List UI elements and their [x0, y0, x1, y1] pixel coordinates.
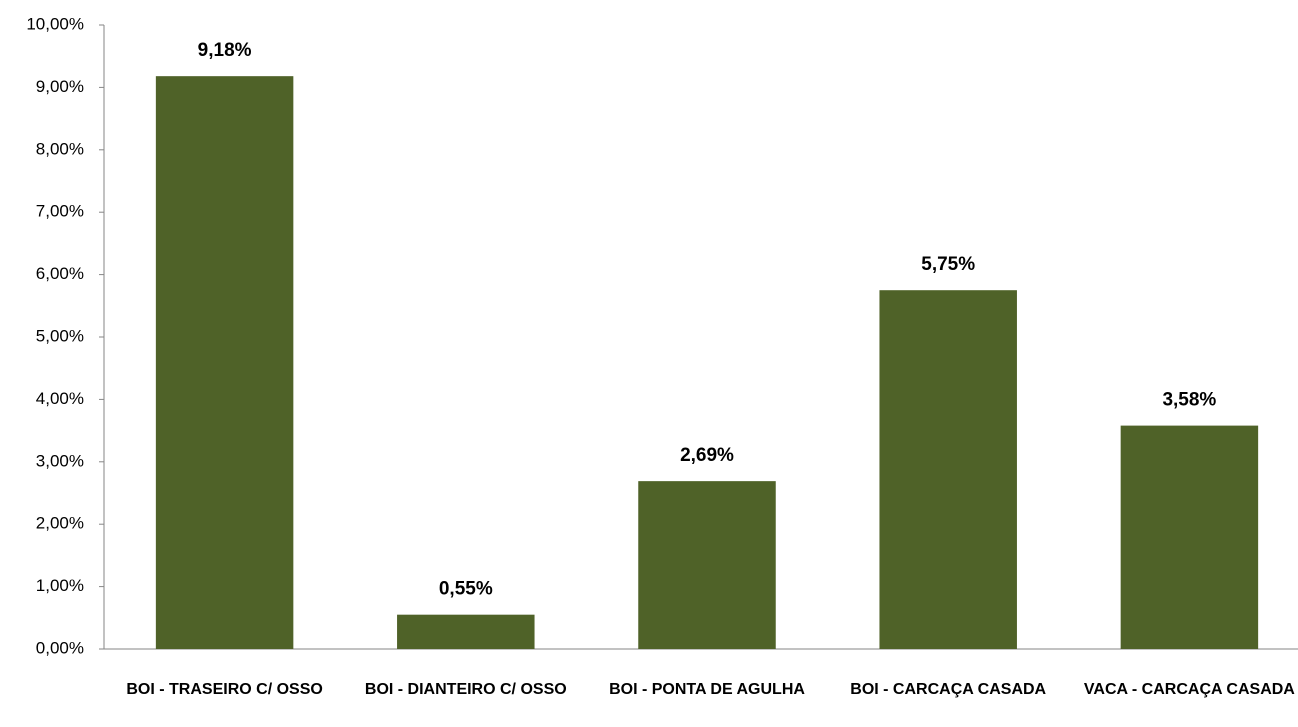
value-label: 3,58% [1162, 390, 1216, 411]
y-tick-label: 6,00% [36, 264, 84, 283]
y-tick-label: 5,00% [36, 326, 84, 345]
y-tick-label: 8,00% [36, 139, 84, 158]
y-tick-label: 10,00% [26, 14, 84, 33]
y-tick-label: 2,00% [36, 514, 84, 533]
value-label: 5,75% [921, 254, 975, 275]
value-label: 9,18% [198, 40, 252, 61]
bar [638, 481, 776, 649]
value-label: 0,55% [439, 579, 493, 600]
y-tick-label: 9,00% [36, 77, 84, 96]
x-tick-label: VACA - CARCAÇA CASADA [1083, 681, 1295, 698]
x-tick-label: BOI - PONTA DE AGULHA [609, 681, 805, 698]
y-tick-label: 0,00% [36, 638, 84, 657]
y-tick-label: 1,00% [36, 576, 84, 595]
y-tick-label: 4,00% [36, 389, 84, 408]
y-tick-label: 3,00% [36, 451, 84, 470]
y-tick-label: 7,00% [36, 202, 84, 221]
x-tick-label: BOI - CARCAÇA CASADA [850, 681, 1047, 698]
bar [155, 76, 294, 650]
bar [397, 614, 535, 649]
bar [879, 290, 1017, 649]
x-tick-label: BOI - DIANTEIRO C/ OSSO [364, 681, 567, 698]
x-tick-label: BOI - TRASEIRO C/ OSSO [126, 681, 323, 698]
bar [1120, 425, 1259, 649]
value-label: 2,69% [680, 445, 734, 466]
